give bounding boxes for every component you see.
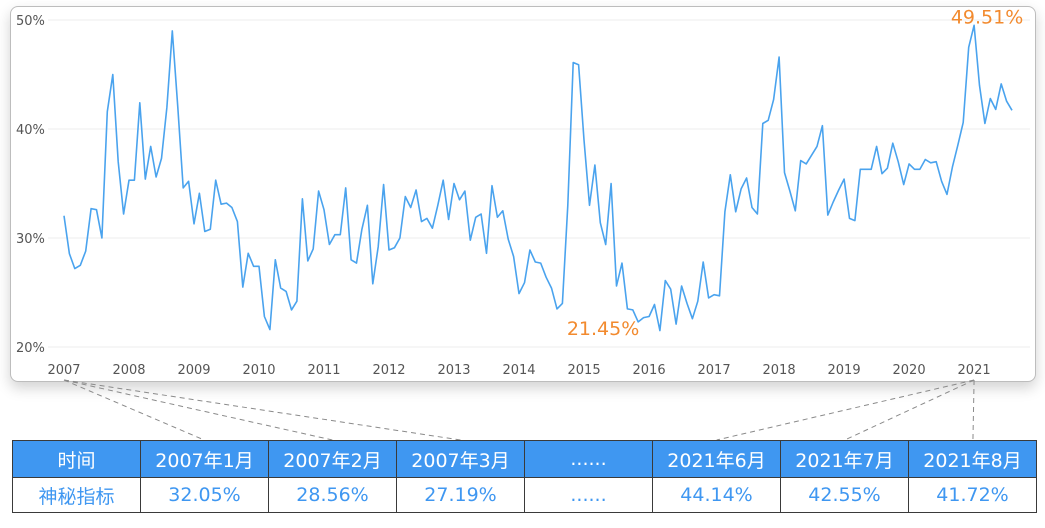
connector-line — [63, 379, 205, 441]
series-line — [63, 24, 1013, 332]
connector-line — [972, 379, 975, 441]
value-cell: 44.14% — [652, 477, 781, 513]
value-cell: 27.19% — [396, 477, 525, 513]
grid-lines — [48, 19, 1030, 348]
y-axis-ticks: 20% 30% 40% 50% — [16, 14, 45, 356]
y-tick-label: 30% — [16, 232, 45, 247]
date-cell: 2021年8月 — [908, 440, 1037, 478]
date-cell: 2007年2月 — [268, 440, 397, 478]
y-tick-label: 40% — [16, 123, 45, 138]
header-label-cell: 时间 — [12, 440, 141, 478]
x-tick-label: 2014 — [502, 363, 535, 378]
x-tick-label: 2019 — [828, 363, 861, 378]
date-cell: ...... — [524, 440, 653, 478]
connector-lines — [63, 379, 975, 441]
x-tick-label: 2017 — [698, 363, 731, 378]
value-cell: 41.72% — [908, 477, 1037, 513]
date-cell: 2021年7月 — [780, 440, 909, 478]
annotation-label: 21.45% — [567, 318, 639, 340]
x-tick-label: 2021 — [958, 363, 991, 378]
x-tick-label: 2015 — [568, 363, 601, 378]
value-cell: 42.55% — [780, 477, 909, 513]
connector-line — [63, 379, 333, 441]
y-tick-label: 20% — [16, 341, 45, 356]
x-tick-label: 2020 — [893, 363, 926, 378]
value-cell: 32.05% — [140, 477, 269, 513]
x-tick-label: 2012 — [372, 363, 405, 378]
y-tick-label: 50% — [16, 14, 45, 29]
annotations: 49.51% 21.45% — [567, 6, 1023, 340]
x-tick-label: 2007 — [47, 363, 80, 378]
x-tick-label: 2008 — [112, 363, 145, 378]
chart-card — [10, 6, 1036, 382]
x-tick-label: 2018 — [763, 363, 796, 378]
value-cell: 28.56% — [268, 477, 397, 513]
data-table: 时间 2007年1月 2007年2月 2007年3月 ...... 2021年6… — [12, 440, 1037, 513]
x-tick-label: 2013 — [437, 363, 470, 378]
table-header-row: 时间 2007年1月 2007年2月 2007年3月 ...... 2021年6… — [12, 440, 1037, 478]
x-tick-label: 2009 — [177, 363, 210, 378]
date-cell: 2007年1月 — [140, 440, 269, 478]
series-layer — [63, 24, 1013, 332]
x-tick-label: 2016 — [633, 363, 666, 378]
annotation-label: 49.51% — [951, 6, 1023, 28]
date-cell: 2007年3月 — [396, 440, 525, 478]
x-tick-label: 2010 — [242, 363, 275, 378]
x-axis-ticks: 2007 2008 2009 2010 2011 2012 2013 2014 2015 2016… — [47, 363, 990, 378]
x-tick-label: 2011 — [307, 363, 340, 378]
value-cell: ...... — [524, 477, 653, 513]
connector-line — [716, 379, 975, 441]
date-cell: 2021年6月 — [652, 440, 781, 478]
row-label-cell: 神秘指标 — [12, 477, 141, 513]
connector-line — [63, 379, 461, 441]
connector-line — [844, 379, 975, 441]
table-value-row: 神秘指标 32.05% 28.56% 27.19% ...... 44.14% … — [12, 477, 1037, 513]
